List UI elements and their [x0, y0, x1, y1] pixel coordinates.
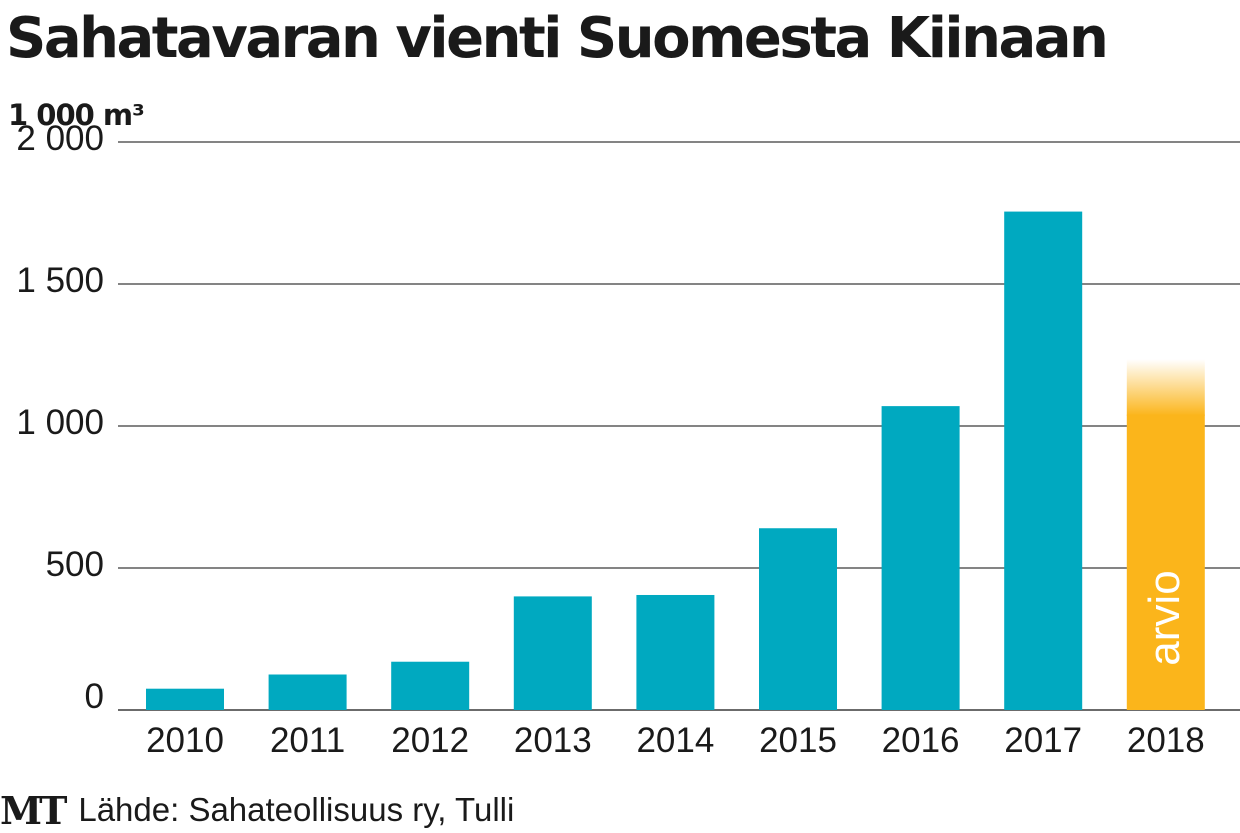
estimate-label: arvio — [1140, 570, 1189, 665]
y-axis-unit-label: 1 000 m³ — [8, 98, 145, 132]
y-tick-label: 2 000 — [16, 119, 104, 158]
y-tick-label: 0 — [85, 677, 104, 716]
bar-2018-estimate — [1126, 414, 1205, 710]
bar-2015 — [759, 528, 837, 710]
x-tick-label: 2016 — [882, 721, 960, 760]
chart-title: Sahatavaran vienti Suomesta Kiinaan — [6, 6, 1109, 71]
bar-2011 — [268, 674, 347, 710]
footer: MT Lähde: Sahateollisuus ry, Tulli — [0, 787, 515, 833]
bar-2016 — [881, 406, 960, 710]
bar-estimate-fade — [1126, 359, 1205, 416]
x-tick-label: 2012 — [391, 721, 469, 760]
axis-labels: 0 500 1 000 1 500 2 000 2010 2011 2012 2013 2014 2… — [16, 119, 1204, 760]
x-tick-label: 2015 — [759, 721, 837, 760]
y-tick-label: 500 — [46, 545, 104, 584]
x-tick-label: 2013 — [514, 721, 592, 760]
y-tick-label: 1 000 — [16, 403, 104, 442]
bar-2012 — [391, 661, 470, 710]
bar-2013 — [513, 596, 592, 710]
mt-logo: MT — [0, 787, 67, 833]
bar-2010 — [146, 688, 224, 710]
bar-2017 — [1004, 211, 1083, 710]
x-tick-label: 2010 — [146, 721, 224, 760]
x-tick-label: 2014 — [636, 721, 714, 760]
bar-chart: 0 500 1 000 1 500 2 000 2010 2011 2012 2013 2014 2… — [16, 119, 1240, 760]
x-tick-label: 2011 — [270, 721, 345, 760]
source-note: Lähde: Sahateollisuus ry, Tulli — [78, 791, 515, 828]
y-tick-label: 1 500 — [16, 261, 104, 300]
x-tick-label: 2018 — [1127, 721, 1205, 760]
bars — [146, 211, 1205, 710]
x-tick-label: 2017 — [1004, 721, 1082, 760]
bar-2014 — [636, 594, 715, 710]
